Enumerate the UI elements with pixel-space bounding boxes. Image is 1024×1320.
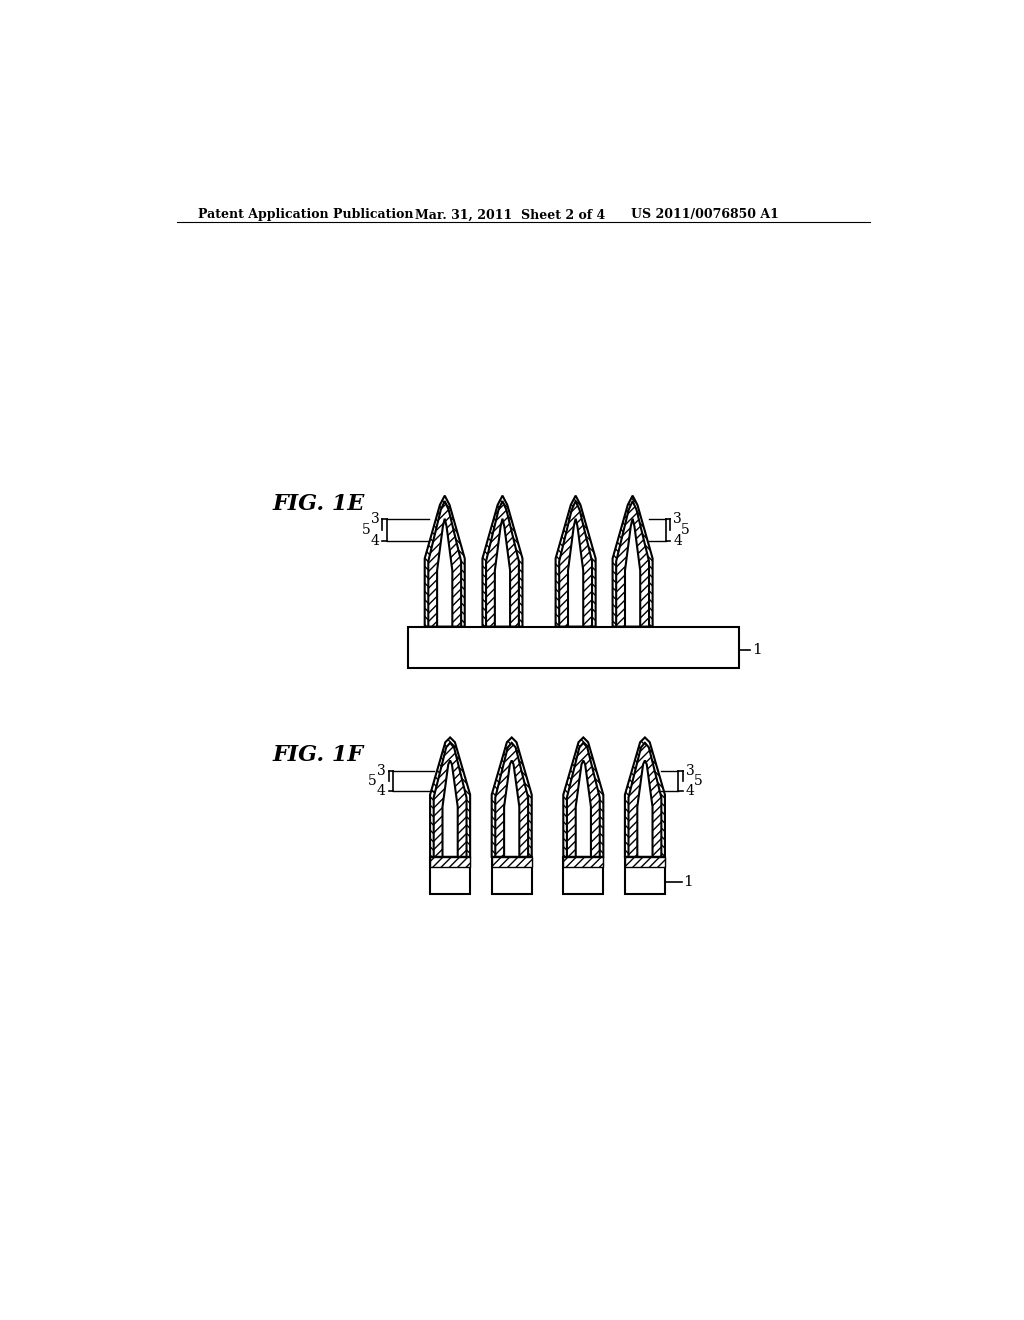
Bar xyxy=(625,857,665,894)
Bar xyxy=(492,857,531,867)
Bar xyxy=(563,857,603,867)
Polygon shape xyxy=(616,502,649,627)
Text: 1: 1 xyxy=(683,875,693,890)
Bar xyxy=(625,857,665,867)
Text: 3: 3 xyxy=(377,763,386,777)
Text: 1: 1 xyxy=(752,643,762,656)
Polygon shape xyxy=(568,519,584,627)
Text: 3: 3 xyxy=(686,763,694,777)
Bar xyxy=(625,857,665,867)
Polygon shape xyxy=(567,743,600,857)
Polygon shape xyxy=(612,496,652,627)
Text: 3: 3 xyxy=(371,512,380,525)
Polygon shape xyxy=(556,496,596,627)
Bar xyxy=(430,857,470,894)
Text: Patent Application Publication: Patent Application Publication xyxy=(199,209,414,222)
Bar xyxy=(492,857,531,867)
Polygon shape xyxy=(637,760,652,857)
Text: 5: 5 xyxy=(681,523,690,536)
Bar xyxy=(563,857,603,867)
Polygon shape xyxy=(425,496,465,627)
Text: 3: 3 xyxy=(674,512,682,525)
Bar xyxy=(563,857,603,894)
Polygon shape xyxy=(625,519,640,627)
Polygon shape xyxy=(492,738,531,857)
Text: 4: 4 xyxy=(674,535,682,548)
Text: 5: 5 xyxy=(693,774,702,788)
Polygon shape xyxy=(496,743,528,857)
Polygon shape xyxy=(495,519,510,627)
Bar xyxy=(408,627,739,668)
Text: 4: 4 xyxy=(686,784,694,799)
Polygon shape xyxy=(430,738,470,857)
Text: Mar. 31, 2011  Sheet 2 of 4: Mar. 31, 2011 Sheet 2 of 4 xyxy=(416,209,606,222)
Text: US 2011/0076850 A1: US 2011/0076850 A1 xyxy=(631,209,779,222)
Polygon shape xyxy=(437,519,453,627)
Polygon shape xyxy=(428,502,461,627)
Bar xyxy=(430,857,470,867)
Text: FIG. 1E: FIG. 1E xyxy=(273,494,366,515)
Text: 4: 4 xyxy=(377,784,386,799)
Polygon shape xyxy=(575,760,591,857)
Text: FIG. 1F: FIG. 1F xyxy=(273,743,365,766)
Text: 4: 4 xyxy=(371,535,380,548)
Polygon shape xyxy=(563,738,603,857)
Polygon shape xyxy=(486,502,519,627)
Polygon shape xyxy=(629,743,662,857)
Text: 5: 5 xyxy=(368,774,377,788)
Polygon shape xyxy=(442,760,458,857)
Polygon shape xyxy=(559,502,592,627)
Text: 5: 5 xyxy=(361,523,371,536)
Polygon shape xyxy=(504,760,519,857)
Polygon shape xyxy=(482,496,522,627)
Polygon shape xyxy=(434,743,467,857)
Bar xyxy=(430,857,470,867)
Polygon shape xyxy=(625,738,665,857)
Bar xyxy=(492,857,531,894)
